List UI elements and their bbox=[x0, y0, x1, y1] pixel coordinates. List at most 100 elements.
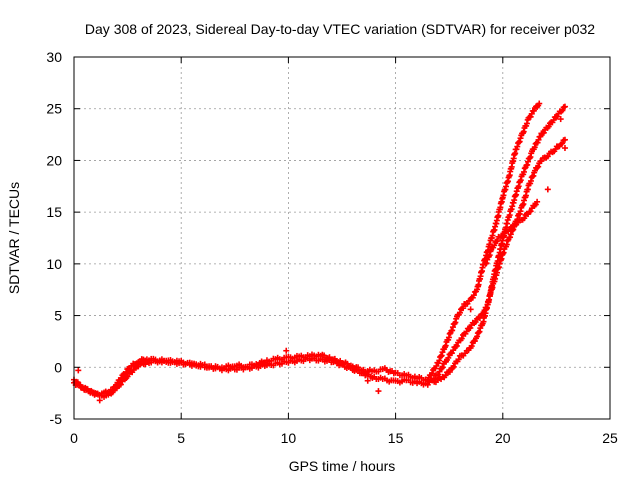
data-point bbox=[96, 397, 103, 404]
data-point bbox=[516, 138, 523, 145]
data-point bbox=[545, 123, 552, 130]
data-point bbox=[527, 113, 534, 120]
data-point bbox=[557, 116, 564, 123]
data-point bbox=[450, 347, 457, 354]
data-point bbox=[523, 120, 530, 127]
y-tick-label: -5 bbox=[50, 411, 63, 427]
data-point bbox=[470, 292, 477, 299]
data-point bbox=[537, 133, 544, 140]
data-point bbox=[453, 342, 460, 349]
data-point bbox=[540, 129, 547, 136]
x-tick-label: 10 bbox=[281, 430, 297, 446]
data-point bbox=[536, 100, 543, 107]
data-point bbox=[467, 324, 474, 331]
data-point bbox=[559, 107, 566, 114]
y-tick-label: 0 bbox=[54, 359, 62, 375]
data-point bbox=[520, 168, 527, 175]
data-point bbox=[458, 335, 465, 342]
data-point bbox=[527, 177, 534, 184]
tick-labels: 0 5 10 15 20 25 -5 0 5 10 15 20 25 30 bbox=[46, 49, 618, 446]
data-point bbox=[531, 144, 538, 151]
x-tick-label: 25 bbox=[602, 430, 618, 446]
data-point bbox=[455, 356, 462, 363]
data-point bbox=[499, 250, 506, 257]
data-point bbox=[534, 139, 541, 146]
x-tick-label: 20 bbox=[495, 430, 511, 446]
data-point bbox=[498, 233, 505, 240]
data-point bbox=[476, 328, 483, 335]
data-point bbox=[561, 136, 568, 143]
data-point bbox=[491, 242, 498, 249]
data-point bbox=[446, 368, 453, 375]
data-point bbox=[375, 388, 382, 395]
data-point bbox=[449, 327, 456, 334]
y-axis-label: SDTVAR / TECUs bbox=[6, 182, 22, 294]
data-point bbox=[124, 373, 131, 380]
data-point bbox=[442, 342, 449, 349]
x-tick-label: 5 bbox=[177, 430, 185, 446]
data-point bbox=[467, 306, 474, 313]
y-tick-label: 15 bbox=[46, 204, 62, 220]
y-tick-label: 5 bbox=[54, 308, 62, 324]
data-point bbox=[561, 103, 568, 110]
data-point bbox=[439, 364, 446, 371]
data-point bbox=[517, 177, 524, 184]
data-point bbox=[283, 347, 290, 354]
data-point bbox=[517, 135, 524, 142]
data-point bbox=[468, 343, 475, 350]
data-point bbox=[442, 372, 449, 379]
data-point bbox=[527, 208, 534, 215]
data-point bbox=[456, 309, 463, 316]
data-point bbox=[429, 370, 436, 377]
data-point bbox=[561, 145, 568, 152]
data-point bbox=[452, 319, 459, 326]
data-point bbox=[517, 208, 524, 215]
data-point bbox=[503, 241, 510, 248]
data-point bbox=[507, 234, 514, 241]
data-point bbox=[520, 128, 527, 135]
data-point bbox=[528, 110, 535, 117]
data-point bbox=[438, 352, 445, 359]
data-point bbox=[450, 363, 457, 370]
data-point bbox=[436, 368, 443, 375]
x-axis-label: GPS time / hours bbox=[289, 458, 396, 474]
data-point bbox=[535, 163, 542, 170]
data-point bbox=[559, 140, 566, 147]
y-tick-label: 20 bbox=[46, 152, 62, 168]
data-point bbox=[436, 357, 443, 364]
data-point bbox=[554, 113, 561, 120]
data-point bbox=[424, 381, 431, 388]
x-tick-label: 15 bbox=[388, 430, 404, 446]
data-point bbox=[514, 143, 521, 150]
data-point bbox=[75, 367, 82, 374]
y-tick-label: 30 bbox=[46, 49, 62, 65]
data-point bbox=[460, 305, 467, 312]
data-point bbox=[534, 198, 541, 205]
data-point bbox=[524, 158, 531, 165]
data-point bbox=[449, 324, 456, 331]
data-point bbox=[535, 136, 542, 143]
y-tick-label: 25 bbox=[46, 101, 62, 117]
data-point bbox=[524, 161, 531, 168]
data-point bbox=[486, 252, 493, 259]
data-point bbox=[445, 334, 452, 341]
data-point bbox=[500, 249, 507, 256]
data-point bbox=[527, 153, 534, 160]
data-point bbox=[521, 215, 528, 222]
data-point bbox=[530, 172, 537, 179]
data-point bbox=[538, 158, 545, 165]
data-point bbox=[472, 319, 479, 326]
data-point bbox=[474, 333, 481, 340]
data-point bbox=[364, 377, 371, 384]
data-point bbox=[117, 381, 124, 388]
x-tick-label: 0 bbox=[70, 430, 78, 446]
y-tick-label: 10 bbox=[46, 256, 62, 272]
data-point bbox=[438, 365, 445, 372]
plot-frame bbox=[73, 56, 611, 420]
data-point bbox=[544, 186, 551, 193]
data-points bbox=[71, 100, 568, 404]
data-point bbox=[439, 349, 446, 356]
data-point bbox=[483, 260, 490, 267]
